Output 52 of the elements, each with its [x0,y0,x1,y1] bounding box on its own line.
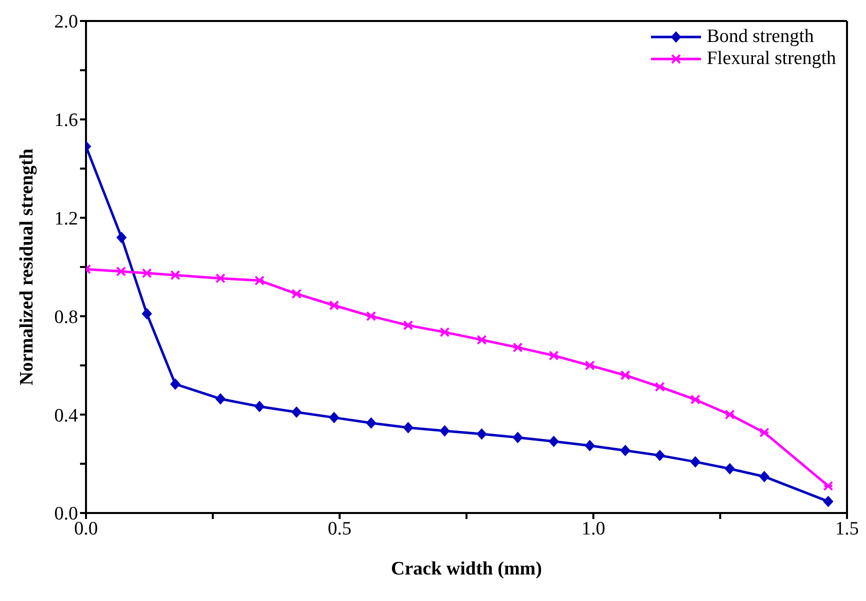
point [254,400,265,412]
point [215,393,226,404]
x-tick-label: 0.5 [328,518,352,540]
point [403,320,414,330]
legend-label: Bond strength [706,26,814,48]
point [823,496,834,507]
x-axis-title: Crack width (mm) [391,558,542,580]
y-tick-label: 2.0 [54,12,78,33]
legend-label: Flexural strength [706,48,836,70]
point [329,300,340,310]
point [548,436,559,447]
point [654,382,665,392]
y-axis-title: Normalized residual strength [16,148,38,386]
point [366,311,376,322]
point [170,270,180,280]
point [548,350,559,361]
point [584,440,595,452]
point [512,342,523,352]
point [170,378,180,390]
point [512,432,523,443]
y-tick-label: 0.4 [54,405,78,426]
point [724,463,735,474]
point [366,417,376,428]
point [654,450,665,461]
point [476,334,487,345]
point [116,232,127,243]
point [142,308,152,320]
point [403,422,414,434]
point [292,288,302,299]
point [690,456,700,468]
point [254,276,265,286]
y-tick-label: 1.6 [54,110,78,132]
point [759,428,770,438]
point [116,266,126,276]
point [440,327,450,338]
x-tick-label: 0.0 [74,518,98,540]
x-tick-label: 1.5 [835,518,859,540]
point [724,410,735,420]
y-tick-label: 1.2 [54,208,78,230]
point [142,268,152,278]
point [440,425,450,436]
point [759,471,770,482]
point [690,394,700,405]
point [476,428,487,440]
point [584,360,595,370]
point [292,406,302,418]
point [620,445,630,456]
x-tick-label: 1.0 [581,518,606,540]
y-tick-label: 0.8 [54,306,78,328]
point [329,412,340,424]
point [215,273,226,284]
point [620,370,630,380]
